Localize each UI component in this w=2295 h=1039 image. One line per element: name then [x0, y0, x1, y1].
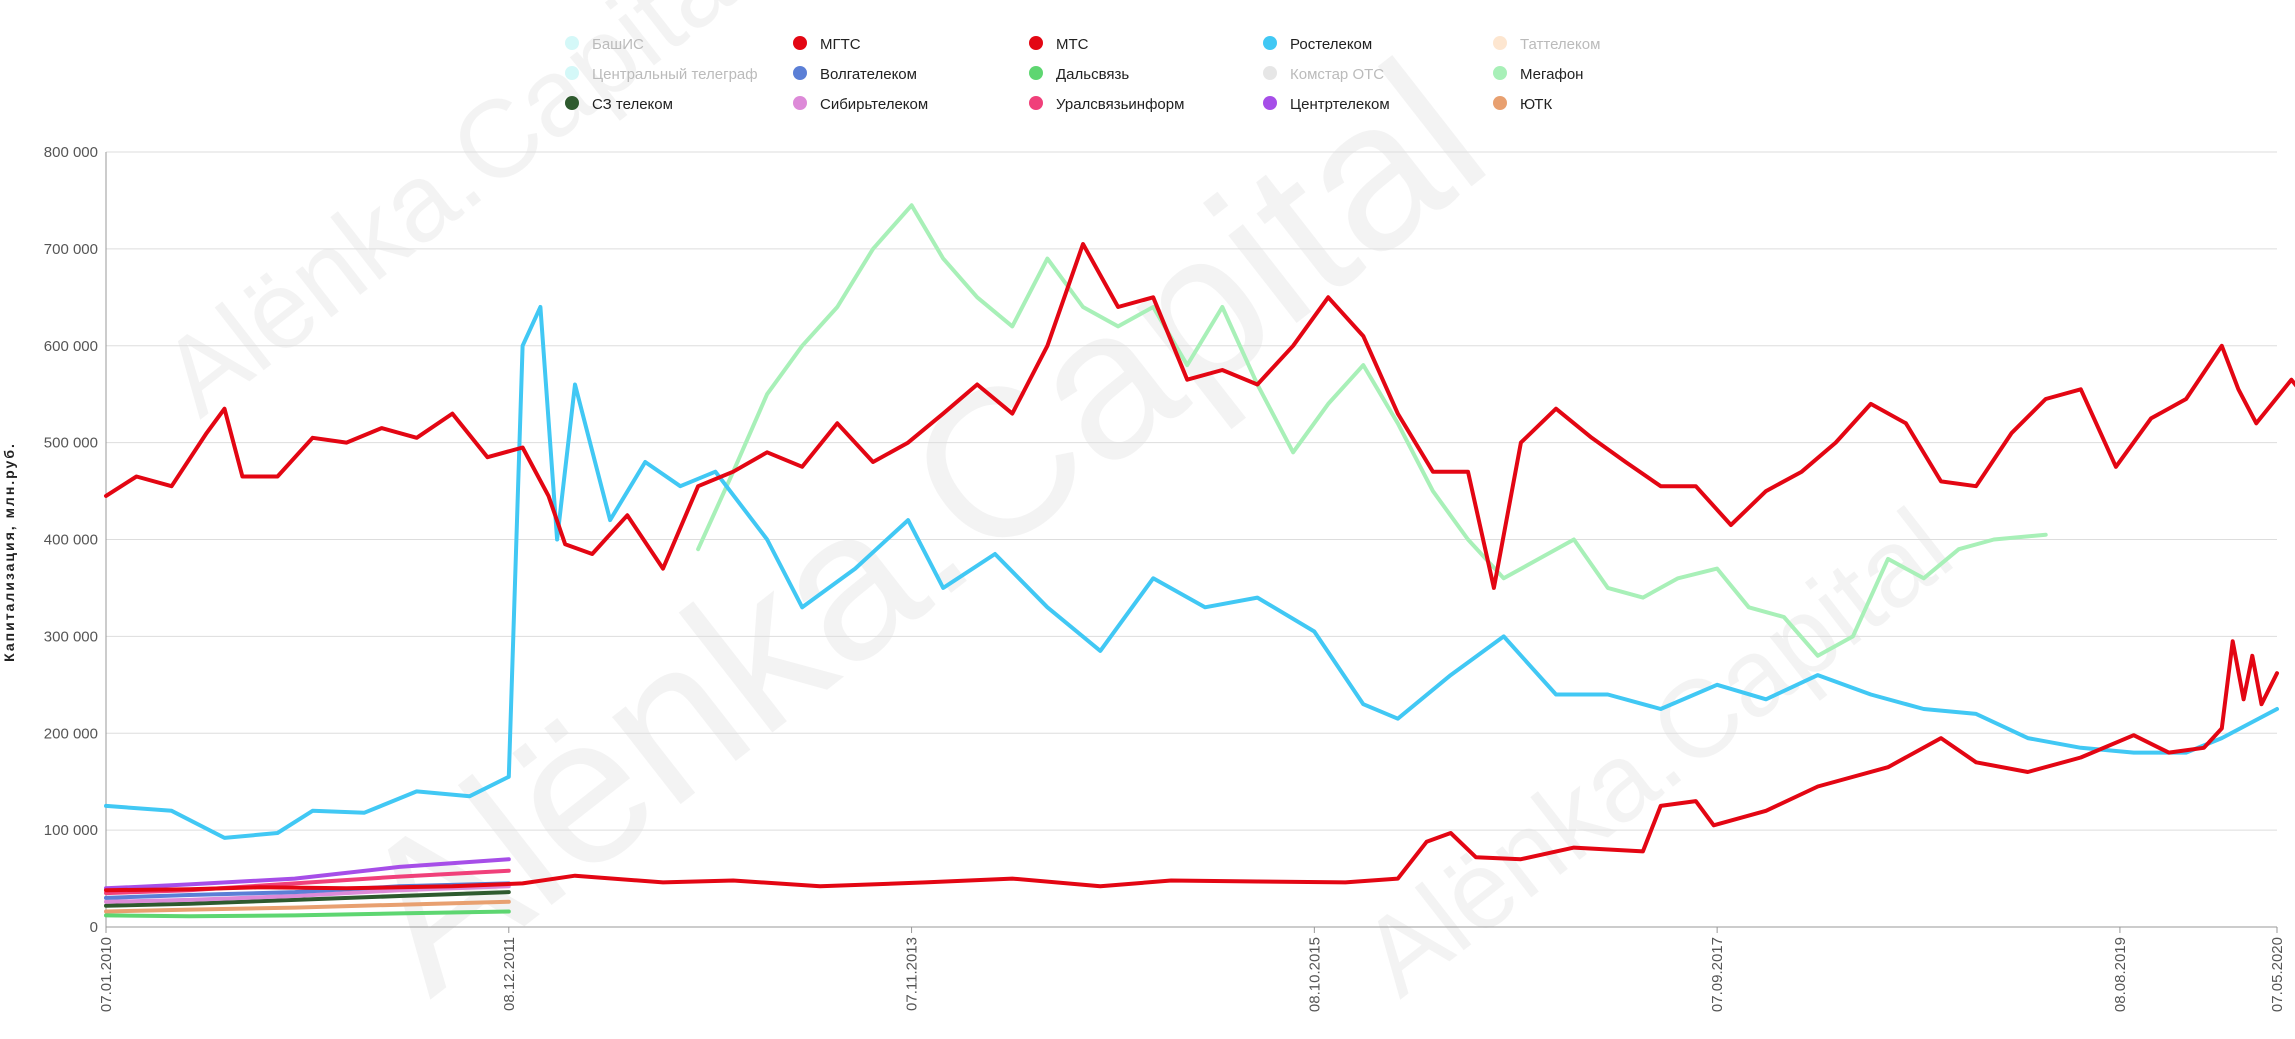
legend-marker: [793, 66, 807, 80]
series-line-СЗ телеком: [104, 890, 511, 908]
series-line-Мегафон: [696, 203, 2048, 658]
x-tick-label: 07.11.2013: [904, 937, 921, 1011]
y-tick-label: 300 000: [44, 628, 98, 645]
legend-label: ЮТК: [1520, 96, 1552, 113]
legend-item[interactable]: Мегафон: [1493, 66, 1583, 83]
legend-item[interactable]: МТС: [1029, 36, 1089, 53]
watermark-text: Alënka.Capital: [1339, 485, 1974, 1019]
series-line-Ростелеком: [104, 305, 2279, 840]
y-tick-label: 700 000: [44, 241, 98, 258]
series-line-МГТС: [104, 639, 2279, 893]
series-line-МТС: [104, 242, 2295, 590]
legend-item[interactable]: ЮТК: [1493, 96, 1552, 113]
legend-marker: [565, 66, 579, 80]
grid: [106, 151, 2277, 928]
y-axis: 0 100 000 200 000 300 000 400 000 500 000 600 …: [44, 144, 107, 936]
legend-marker: [1493, 66, 1507, 80]
legend-item[interactable]: Центральный телеграф: [565, 66, 758, 83]
legend-item[interactable]: Комстар ОТС: [1263, 66, 1384, 83]
legend-marker: [1263, 96, 1277, 110]
y-tick-label: 800 000: [44, 144, 98, 161]
legend-label: Центртелеком: [1290, 96, 1390, 113]
legend-marker: [793, 36, 807, 50]
legend-marker: [793, 96, 807, 110]
legend-marker: [1029, 96, 1043, 110]
y-tick-label: 200 000: [44, 725, 98, 742]
x-tick-label: 08.08.2019: [2112, 937, 2129, 1012]
x-axis: 07.01.2010 08.12.2011 07.11.2013 08.10.2015…: [98, 927, 2286, 1012]
legend-label: Ростелеком: [1290, 36, 1372, 53]
legend-marker: [1263, 66, 1277, 80]
legend-label: Таттелеком: [1520, 36, 1600, 53]
legend-marker: [1493, 36, 1507, 50]
legend-marker: [1263, 36, 1277, 50]
legend-label: Сибирьтелеком: [820, 96, 928, 113]
legend-marker: [565, 96, 579, 110]
legend-label: Дальсвязь: [1056, 66, 1129, 83]
legend-item[interactable]: Таттелеком: [1493, 36, 1600, 53]
x-tick-label: 08.10.2015: [1306, 937, 1323, 1012]
legend-label: БашИС: [592, 36, 644, 53]
legend-marker: [1029, 36, 1043, 50]
y-axis-label: Капитализация, млн.руб.: [1, 442, 17, 662]
legend-label: Центральный телеграф: [592, 66, 758, 83]
legend-item[interactable]: Сибирьтелеком: [793, 96, 928, 113]
legend-label: МГТС: [820, 36, 861, 53]
legend-marker: [1493, 96, 1507, 110]
legend-item[interactable]: Уралсвязьинформ: [1029, 96, 1184, 113]
y-tick-label: 600 000: [44, 338, 98, 355]
y-tick-label: 0: [90, 919, 98, 936]
legend-label: Уралсвязьинформ: [1056, 96, 1184, 113]
legend-label: Комстар ОТС: [1290, 66, 1384, 83]
x-tick-label: 07.05.2020: [2269, 937, 2286, 1012]
series-line-Сибирьтелеком: [104, 884, 511, 904]
x-tick-label: 08.12.2011: [501, 937, 518, 1011]
series-line-Дальсвязь: [104, 909, 511, 919]
legend-item[interactable]: Дальсвязь: [1029, 66, 1129, 83]
legend: БашИС МГТС МТС Ростелеком Таттелеком Централь…: [565, 36, 1600, 113]
x-tick-label: 07.09.2017: [1709, 937, 1726, 1012]
legend-label: Волгателеком: [820, 66, 917, 83]
series-line-ЮТК: [104, 899, 511, 914]
legend-marker: [565, 36, 579, 50]
legend-label: Мегафон: [1520, 66, 1583, 83]
legend-item[interactable]: Центртелеком: [1263, 96, 1390, 113]
y-tick-label: 400 000: [44, 532, 98, 549]
y-tick-label: 500 000: [44, 435, 98, 452]
legend-item[interactable]: СЗ телеком: [565, 96, 673, 113]
series-line-Центртелеком: [104, 857, 511, 891]
legend-label: МТС: [1056, 36, 1089, 53]
legend-item[interactable]: Ростелеком: [1263, 36, 1372, 53]
y-tick-label: 100 000: [44, 822, 98, 839]
plot-area: [104, 203, 2295, 919]
legend-marker: [1029, 66, 1043, 80]
watermark: Alënka.CapitalAlënka.CapitalAlënka.Capit…: [139, 0, 1974, 1035]
x-tick-label: 07.01.2010: [98, 937, 115, 1012]
legend-item[interactable]: Волгателеком: [793, 66, 917, 83]
legend-item[interactable]: МГТС: [793, 36, 861, 53]
legend-item[interactable]: БашИС: [565, 36, 644, 53]
legend-label: СЗ телеком: [592, 96, 673, 113]
